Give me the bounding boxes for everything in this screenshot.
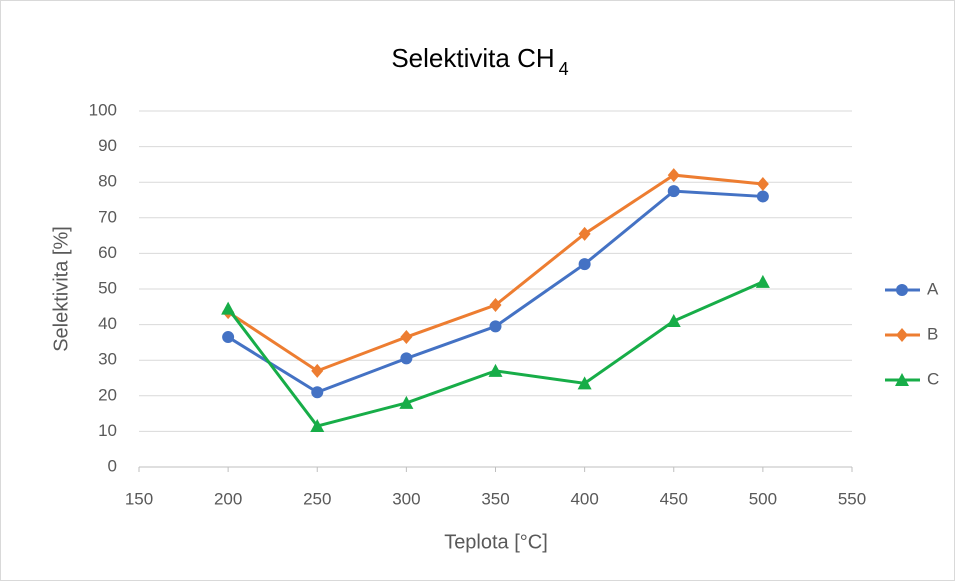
y-axis-label: Selektivita [%] bbox=[50, 226, 72, 352]
legend-marker bbox=[896, 328, 908, 342]
y-tick-label: 40 bbox=[98, 314, 117, 333]
marker bbox=[399, 395, 414, 409]
legend-label: A bbox=[927, 279, 939, 298]
legend-label: B bbox=[927, 324, 938, 343]
marker bbox=[400, 330, 413, 345]
y-tick-label: 10 bbox=[98, 421, 117, 440]
legend-marker bbox=[896, 284, 908, 296]
x-tick-label: 250 bbox=[303, 489, 331, 508]
marker bbox=[577, 376, 592, 390]
y-tick-label: 30 bbox=[98, 350, 117, 369]
legend-marker bbox=[895, 373, 909, 386]
marker bbox=[489, 320, 502, 333]
x-tick-label: 150 bbox=[125, 489, 153, 508]
title-subscript: 4 bbox=[559, 59, 569, 79]
marker bbox=[756, 176, 769, 191]
marker bbox=[667, 185, 680, 198]
marker bbox=[222, 331, 235, 344]
marker bbox=[400, 352, 413, 365]
x-axis-label: Teplota [°C] bbox=[444, 531, 548, 553]
y-tick-label: 20 bbox=[98, 385, 117, 404]
x-tick-label: 400 bbox=[570, 489, 598, 508]
legend-label: C bbox=[927, 369, 939, 388]
x-tick-label: 500 bbox=[749, 489, 777, 508]
chart-title: Selektivita CH 4 bbox=[391, 43, 568, 79]
y-tick-label: 70 bbox=[98, 207, 117, 226]
marker bbox=[578, 258, 591, 271]
y-tick-label: 80 bbox=[98, 172, 117, 191]
marker bbox=[310, 419, 325, 433]
title-text: Selektivita CH bbox=[391, 43, 554, 73]
x-tick-label: 300 bbox=[392, 489, 420, 508]
marker bbox=[666, 314, 681, 328]
marker bbox=[311, 386, 324, 399]
marker bbox=[755, 274, 770, 288]
y-tick-label: 90 bbox=[98, 136, 117, 155]
y-tick-label: 0 bbox=[108, 456, 117, 475]
marker bbox=[311, 363, 324, 378]
x-tick-label: 200 bbox=[214, 489, 242, 508]
marker bbox=[578, 226, 591, 241]
marker bbox=[221, 301, 236, 315]
y-tick-label: 60 bbox=[98, 243, 117, 262]
x-tick-label: 550 bbox=[838, 489, 866, 508]
marker bbox=[756, 190, 769, 203]
y-tick-label: 50 bbox=[98, 278, 117, 297]
x-tick-label: 350 bbox=[481, 489, 509, 508]
marker bbox=[667, 168, 680, 183]
marker bbox=[488, 363, 503, 377]
marker bbox=[489, 298, 502, 313]
y-tick-label: 100 bbox=[89, 100, 117, 119]
x-tick-label: 450 bbox=[660, 489, 688, 508]
